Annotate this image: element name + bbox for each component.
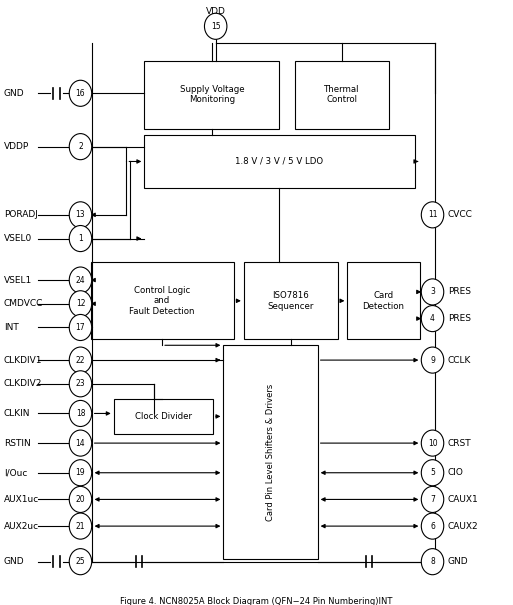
Circle shape <box>421 279 444 305</box>
Text: CMDVCC: CMDVCC <box>4 299 43 309</box>
Circle shape <box>69 315 92 341</box>
Text: PRES: PRES <box>448 287 471 296</box>
FancyBboxPatch shape <box>347 262 420 339</box>
Circle shape <box>69 371 92 397</box>
Text: GND: GND <box>448 557 468 566</box>
FancyBboxPatch shape <box>244 262 338 339</box>
Text: 17: 17 <box>75 323 85 332</box>
Text: CCLK: CCLK <box>448 356 471 365</box>
Circle shape <box>421 486 444 512</box>
Text: 2: 2 <box>78 142 83 151</box>
Text: GND: GND <box>4 557 25 566</box>
FancyBboxPatch shape <box>144 60 280 129</box>
Text: 11: 11 <box>428 211 437 220</box>
Text: 16: 16 <box>75 89 85 98</box>
Text: 8: 8 <box>430 557 435 566</box>
Text: 15: 15 <box>211 22 221 31</box>
Text: 5: 5 <box>430 468 435 477</box>
Text: 14: 14 <box>75 439 85 448</box>
Text: INT: INT <box>4 323 18 332</box>
Text: Figure 4. NCN8025A Block Diagram (QFN−24 Pin Numbering)INT: Figure 4. NCN8025A Block Diagram (QFN−24… <box>121 597 392 605</box>
Circle shape <box>421 549 444 575</box>
Text: 13: 13 <box>75 211 85 220</box>
Circle shape <box>69 347 92 373</box>
Text: CLKDIV2: CLKDIV2 <box>4 379 42 388</box>
Text: 18: 18 <box>76 409 85 418</box>
Text: CAUX2: CAUX2 <box>448 522 479 531</box>
Text: 3: 3 <box>430 287 435 296</box>
Text: Control Logic
and
Fault Detection: Control Logic and Fault Detection <box>129 286 195 316</box>
Circle shape <box>69 291 92 317</box>
FancyBboxPatch shape <box>114 399 213 434</box>
Text: 12: 12 <box>76 299 85 309</box>
Text: 25: 25 <box>75 557 85 566</box>
Circle shape <box>69 267 92 293</box>
Circle shape <box>69 134 92 160</box>
Text: 24: 24 <box>75 275 85 284</box>
Circle shape <box>205 13 227 39</box>
Text: 21: 21 <box>76 522 85 531</box>
FancyBboxPatch shape <box>91 262 233 339</box>
Circle shape <box>421 202 444 228</box>
Circle shape <box>69 80 92 106</box>
Circle shape <box>69 401 92 427</box>
Text: RSTIN: RSTIN <box>4 439 31 448</box>
Text: PRES: PRES <box>448 314 471 323</box>
Circle shape <box>421 460 444 486</box>
Text: CIO: CIO <box>448 468 464 477</box>
Text: 19: 19 <box>75 468 85 477</box>
Text: CLKDIV1: CLKDIV1 <box>4 356 43 365</box>
Circle shape <box>69 202 92 228</box>
Text: 20: 20 <box>75 495 85 504</box>
Circle shape <box>421 430 444 456</box>
Circle shape <box>421 306 444 332</box>
Text: CVCC: CVCC <box>448 211 472 220</box>
Circle shape <box>69 226 92 252</box>
Circle shape <box>69 513 92 539</box>
Text: 4: 4 <box>430 314 435 323</box>
Text: CLKIN: CLKIN <box>4 409 30 418</box>
Text: VDD: VDD <box>206 7 226 16</box>
Text: AUX2uc: AUX2uc <box>4 522 39 531</box>
Text: ISO7816
Sequencer: ISO7816 Sequencer <box>268 291 314 310</box>
Text: VDDP: VDDP <box>4 142 29 151</box>
Text: Thermal
Control: Thermal Control <box>324 85 360 105</box>
FancyBboxPatch shape <box>144 135 415 188</box>
Text: Card
Detection: Card Detection <box>363 291 405 310</box>
Text: PORADJ: PORADJ <box>4 211 38 220</box>
Text: Clock Divider: Clock Divider <box>135 412 192 421</box>
Text: 7: 7 <box>430 495 435 504</box>
Text: 9: 9 <box>430 356 435 365</box>
Text: 1: 1 <box>78 234 83 243</box>
Circle shape <box>69 486 92 512</box>
Circle shape <box>69 549 92 575</box>
Text: VSEL1: VSEL1 <box>4 275 32 284</box>
FancyBboxPatch shape <box>295 60 389 129</box>
Text: CAUX1: CAUX1 <box>448 495 479 504</box>
Text: I/Ouc: I/Ouc <box>4 468 27 477</box>
Text: 1.8 V / 3 V / 5 V LDO: 1.8 V / 3 V / 5 V LDO <box>235 157 324 166</box>
Circle shape <box>421 513 444 539</box>
Circle shape <box>69 460 92 486</box>
Circle shape <box>421 347 444 373</box>
Text: VSEL0: VSEL0 <box>4 234 32 243</box>
FancyBboxPatch shape <box>223 345 318 559</box>
Text: 23: 23 <box>75 379 85 388</box>
Text: 22: 22 <box>76 356 85 365</box>
Text: AUX1uc: AUX1uc <box>4 495 39 504</box>
Text: 10: 10 <box>428 439 438 448</box>
Circle shape <box>69 430 92 456</box>
Text: CRST: CRST <box>448 439 471 448</box>
Text: Card Pin Level Shifters & Drivers: Card Pin Level Shifters & Drivers <box>266 384 275 521</box>
Text: Supply Voltage
Monitoring: Supply Voltage Monitoring <box>180 85 244 105</box>
Text: 6: 6 <box>430 522 435 531</box>
Text: GND: GND <box>4 89 25 98</box>
